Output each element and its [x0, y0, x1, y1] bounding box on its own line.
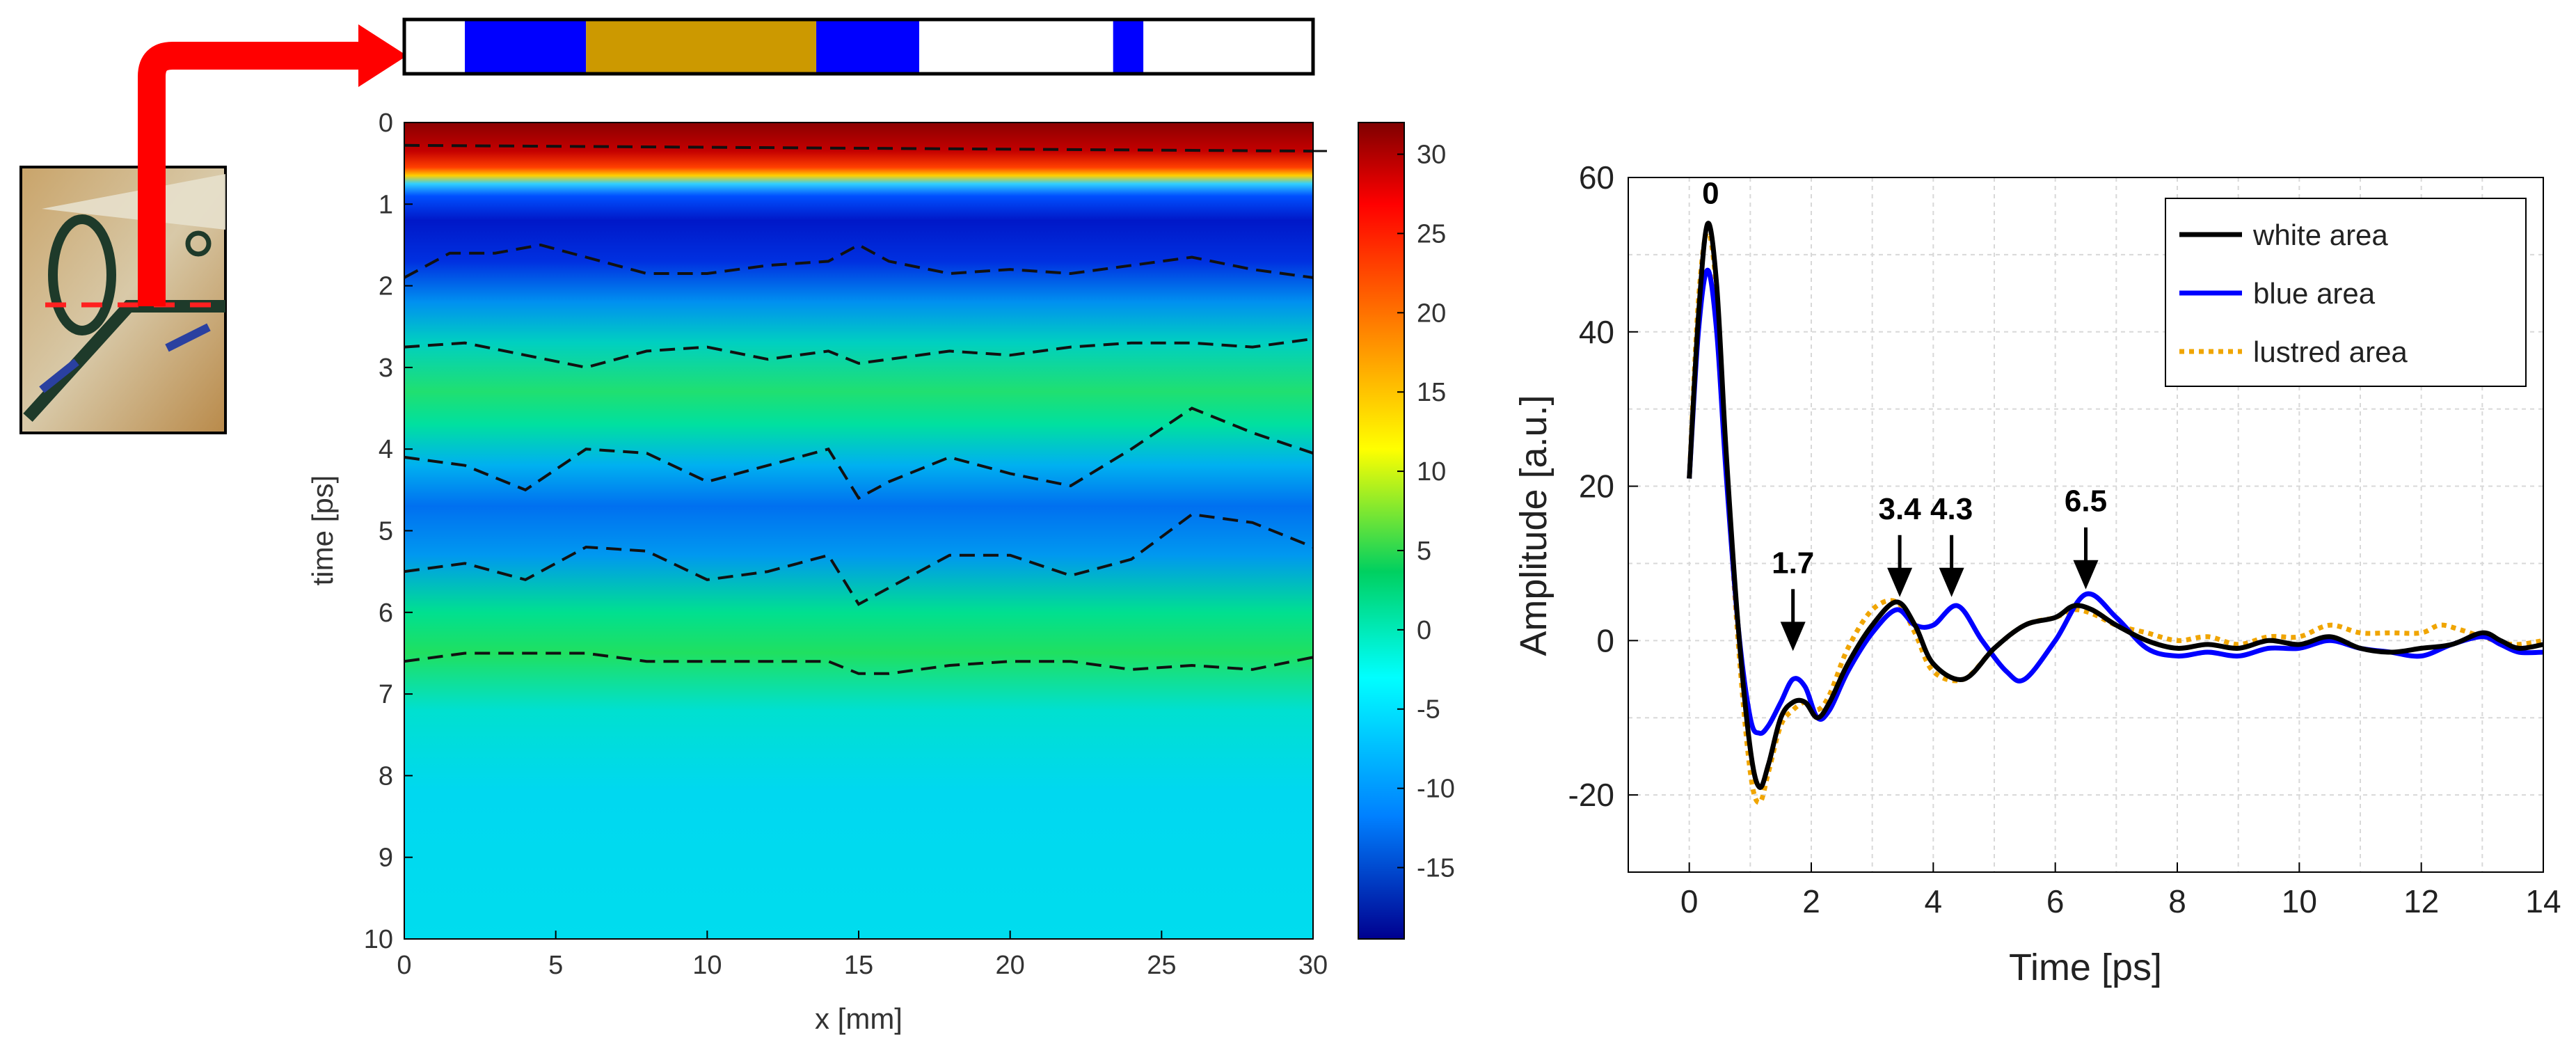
bscan-ytick-10: 10 [364, 925, 393, 954]
bscan-x-ticks: 0 5 10 15 20 25 30 [397, 931, 1328, 980]
colorbar-tick-2: 20 [1417, 299, 1446, 328]
chart-ytick-3: 0 [1596, 622, 1614, 658]
boundary-interface-1 [404, 243, 1314, 279]
bscan-ytick-2: 2 [379, 272, 393, 301]
bscan-ytick-1: 1 [379, 190, 393, 219]
chart-xtick-5: 10 [2282, 883, 2317, 919]
bscan-ytick-8: 8 [379, 761, 393, 791]
strip-segment-4 [919, 19, 1113, 74]
layer-boundaries [404, 143, 1327, 675]
legend: white area blue area lustred area [2165, 198, 2527, 387]
bscan-xtick-6: 30 [1298, 951, 1328, 980]
colorbar-tick-8: -10 [1417, 775, 1455, 804]
bscan-xtick-4: 20 [996, 951, 1025, 980]
annotation-1: 1.7 [1772, 546, 1814, 580]
legend-entry-2: lustred area [2253, 335, 2408, 368]
chart-xtick-4: 8 [2168, 883, 2186, 919]
chart-xtick-1: 2 [1802, 883, 1820, 919]
bscan-heatmap: 0 5 10 15 20 25 30 0 1 2 3 4 5 6 7 8 9 10 x [mm] time [p… [306, 109, 1328, 1035]
colorbar-tick-4: 10 [1417, 457, 1446, 487]
line-chart: 0 2 4 6 8 10 12 14 60 40 20 0 -20 0 1.7 3.4 4.3 6.5 Tim… [1513, 159, 2561, 988]
chart-xtick-2: 4 [1925, 883, 1943, 919]
material-color-strip [402, 17, 1315, 76]
legend-entry-1: blue area [2253, 277, 2376, 310]
chart-xtick-3: 6 [2046, 883, 2065, 919]
annotation-0: 0 [1702, 176, 1719, 210]
colorbar: 30 25 20 15 10 5 0 -5 -10 -15 [1358, 122, 1455, 940]
series-lustred-area [1687, 229, 2544, 805]
colorbar-tick-0: 30 [1417, 141, 1446, 170]
chart-ytick-0: 60 [1579, 159, 1614, 196]
bscan-ytick-7: 7 [379, 680, 393, 709]
series-group [1687, 221, 2544, 805]
chart-ytick-2: 20 [1579, 468, 1614, 505]
series-white-area [1687, 221, 2544, 790]
chart-y-ticks: 60 40 20 0 -20 [1568, 159, 1638, 813]
chart-x-ticks: 0 2 4 6 8 10 12 14 [1680, 862, 2561, 919]
legend-box [2165, 198, 2527, 387]
legend-entry-0: white area [2252, 219, 2388, 251]
boundary-interface-3 [404, 406, 1314, 500]
annotations: 0 1.7 3.4 4.3 6.5 [1702, 176, 2107, 651]
bscan-ytick-5: 5 [379, 517, 393, 546]
colorbar-tick-7: -5 [1417, 695, 1440, 725]
bscan-xtick-5: 25 [1147, 951, 1176, 980]
strip-segment-0 [404, 19, 466, 74]
bscan-ytick-0: 0 [379, 109, 393, 138]
strip-segment-3 [816, 19, 920, 74]
annotation-2: 3.4 [1879, 492, 1922, 526]
bscan-xtick-2: 10 [692, 951, 722, 980]
chart-xtick-7: 14 [2525, 883, 2561, 919]
colorbar-tick-3: 15 [1417, 378, 1446, 407]
annotation-arrow-1 [1780, 622, 1806, 651]
bscan-ytick-3: 3 [379, 354, 393, 383]
boundary-interface-4 [404, 512, 1314, 606]
bscan-xtick-0: 0 [397, 951, 411, 980]
chart-ytick-1: 40 [1579, 314, 1614, 350]
strip-border [402, 17, 1315, 76]
bscan-y-ticks: 0 1 2 3 4 5 6 7 8 9 10 [364, 109, 413, 954]
colorbar-tick-5: 5 [1417, 537, 1431, 566]
bscan-ytick-4: 4 [379, 435, 393, 464]
bscan-image [404, 123, 1313, 939]
bscan-ylabel: time [ps] [306, 475, 339, 586]
bscan-ytick-6: 6 [379, 599, 393, 628]
chart-xlabel: Time [ps] [2009, 947, 2162, 988]
chart-xtick-6: 12 [2403, 883, 2439, 919]
strip-segment-2 [586, 19, 817, 74]
strip-segment-6 [1143, 19, 1313, 74]
annotation-4: 6.5 [2065, 484, 2107, 519]
annotation-arrow-3 [1939, 567, 1964, 597]
bscan-xlabel: x [mm] [815, 1002, 903, 1035]
tile-thumbnail [19, 166, 227, 434]
boundary-interface-5 [404, 651, 1314, 675]
boundary-surface [404, 143, 1314, 153]
boundary-interface-2 [404, 337, 1314, 369]
colorbar-tick-9: -15 [1417, 854, 1455, 883]
bscan-xtick-3: 15 [844, 951, 873, 980]
colorbar-tick-1: 25 [1417, 219, 1446, 248]
annotation-3: 4.3 [1930, 492, 1973, 526]
colorbar-gradient [1358, 122, 1405, 940]
red-arrow [138, 24, 407, 306]
bscan-ytick-9: 9 [379, 844, 393, 873]
colorbar-ticks: 30 25 20 15 10 5 0 -5 -10 -15 [1397, 141, 1455, 883]
annotation-arrow-2 [1887, 567, 1913, 597]
annotation-arrow-4 [2073, 560, 2099, 590]
strip-segment-1 [465, 19, 587, 74]
chart-xtick-0: 0 [1680, 883, 1699, 919]
chart-ylabel: Amplitude [a.u.] [1513, 395, 1555, 656]
strip-segment-5 [1113, 19, 1144, 74]
bscan-xtick-1: 5 [548, 951, 563, 980]
chart-ytick-4: -20 [1568, 777, 1614, 813]
colorbar-tick-6: 0 [1417, 616, 1431, 645]
